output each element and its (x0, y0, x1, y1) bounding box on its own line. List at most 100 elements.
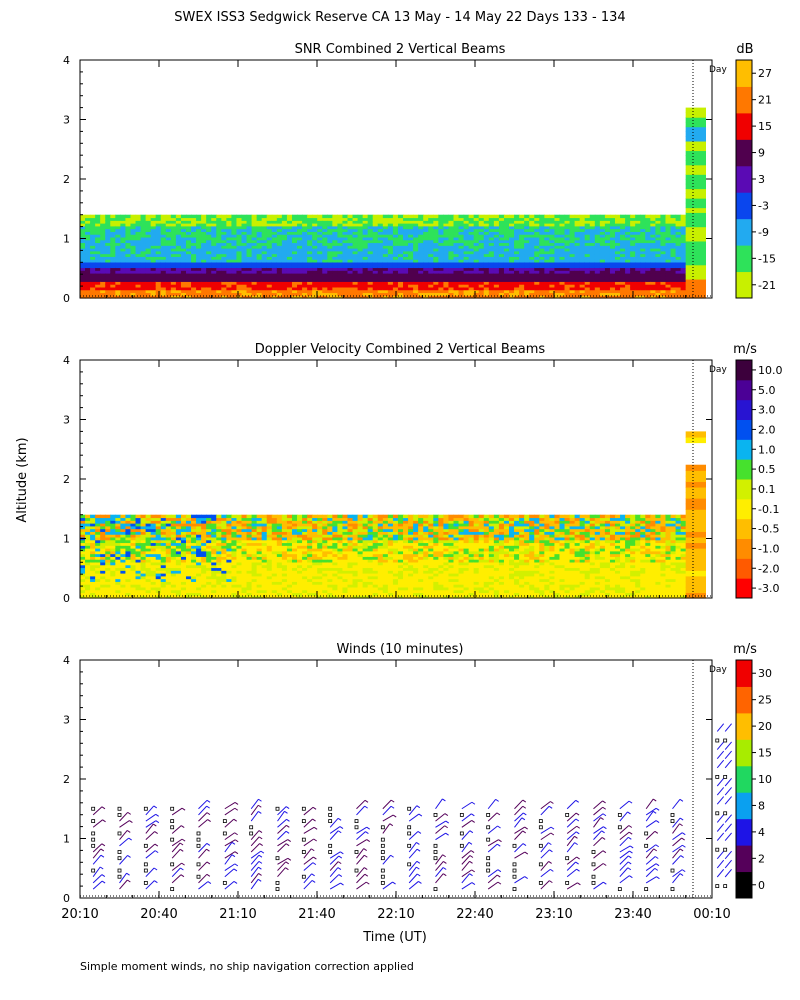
snr-cell (357, 214, 364, 219)
doppler-cell (261, 531, 268, 535)
snr-cell (408, 261, 414, 266)
snr-cell (135, 253, 142, 257)
doppler-cell (110, 523, 116, 527)
doppler-cell (180, 545, 187, 549)
snr-cell (322, 295, 328, 299)
snr-cell (640, 275, 646, 280)
snr-cell (635, 220, 641, 224)
snr-cell (473, 275, 480, 280)
snr-cell (620, 286, 626, 291)
snr-cell (201, 264, 207, 269)
doppler-cell (221, 561, 227, 566)
snr-cell (246, 245, 253, 249)
snr-cell (276, 250, 283, 255)
doppler-cell (130, 528, 137, 532)
doppler-cell (261, 589, 268, 594)
snr-cell (675, 264, 682, 269)
snr-cell (514, 231, 520, 235)
doppler-cell (110, 545, 116, 549)
snr-cell (660, 223, 667, 227)
snr-cell (110, 270, 116, 274)
snr-cell (302, 270, 308, 274)
doppler-cell (185, 564, 192, 569)
snr-cell (317, 264, 323, 269)
snr-cell (251, 270, 258, 274)
snr-cell (604, 284, 611, 288)
doppler-cell (115, 592, 121, 596)
snr-cell (377, 281, 384, 285)
doppler-cell (236, 550, 243, 555)
doppler-cell (206, 575, 212, 580)
snr-cell (655, 220, 662, 224)
doppler-cell (140, 561, 147, 566)
doppler-cell (231, 531, 238, 535)
snr-cell (140, 253, 147, 257)
snr-cell (312, 259, 318, 263)
snr-cell (478, 245, 485, 249)
snr-cell (680, 273, 687, 277)
snr-cell (180, 214, 187, 219)
snr-cell (413, 284, 419, 288)
doppler-cell (231, 528, 238, 532)
snr-cell (216, 253, 222, 257)
snr-cell (185, 214, 192, 219)
snr-cell (105, 231, 111, 235)
snr-cell (645, 289, 651, 294)
doppler-cell (180, 517, 187, 521)
snr-cell (236, 234, 243, 238)
snr-cell (367, 292, 374, 296)
snr-cell (544, 250, 550, 255)
snr-cell (403, 295, 409, 299)
snr-cell (327, 248, 333, 252)
snr-cell (145, 275, 152, 280)
snr-cell (125, 278, 132, 282)
snr-cell (90, 242, 96, 246)
snr-cell (256, 228, 263, 232)
snr-cell (211, 292, 217, 296)
doppler-cell (145, 564, 152, 569)
snr-cell (90, 261, 96, 266)
snr-cell (544, 223, 550, 227)
snr-cell (241, 234, 248, 238)
snr-late-cell (685, 188, 706, 194)
snr-cell (509, 236, 515, 241)
snr-cell (256, 295, 263, 299)
doppler-cell (180, 561, 187, 566)
doppler-cell (175, 520, 182, 524)
doppler-cell (140, 578, 147, 582)
doppler-cell (185, 514, 192, 519)
snr-cell (524, 225, 530, 230)
snr-cell (625, 261, 631, 266)
snr-cell (312, 220, 318, 224)
snr-cell (352, 281, 359, 285)
doppler-cell (251, 534, 258, 538)
snr-cell (509, 239, 515, 244)
snr-cell (433, 270, 439, 274)
doppler-cell (160, 553, 167, 557)
snr-cell (569, 220, 576, 224)
snr-cell (448, 220, 455, 224)
snr-cell (367, 231, 374, 235)
doppler-cell (80, 539, 86, 544)
snr-cell (105, 275, 111, 280)
snr-cell (569, 281, 576, 285)
snr-cell (615, 231, 621, 235)
doppler-cell (281, 561, 288, 566)
snr-cell (352, 217, 359, 221)
snr-cell (514, 236, 520, 241)
doppler-cell (251, 548, 258, 552)
doppler-cell (236, 556, 243, 560)
doppler-cell (115, 536, 121, 541)
snr-cell (403, 253, 409, 257)
snr-late-cell (685, 126, 706, 132)
snr-cell (640, 245, 646, 249)
snr-cell (665, 245, 672, 249)
snr-cell (145, 270, 152, 274)
snr-cell (680, 295, 687, 299)
snr-cell (327, 289, 333, 294)
snr-cell (130, 261, 137, 266)
snr-cell (478, 289, 485, 294)
doppler-cell (281, 586, 288, 591)
snr-cell (604, 250, 611, 255)
snr-cell (524, 214, 530, 219)
